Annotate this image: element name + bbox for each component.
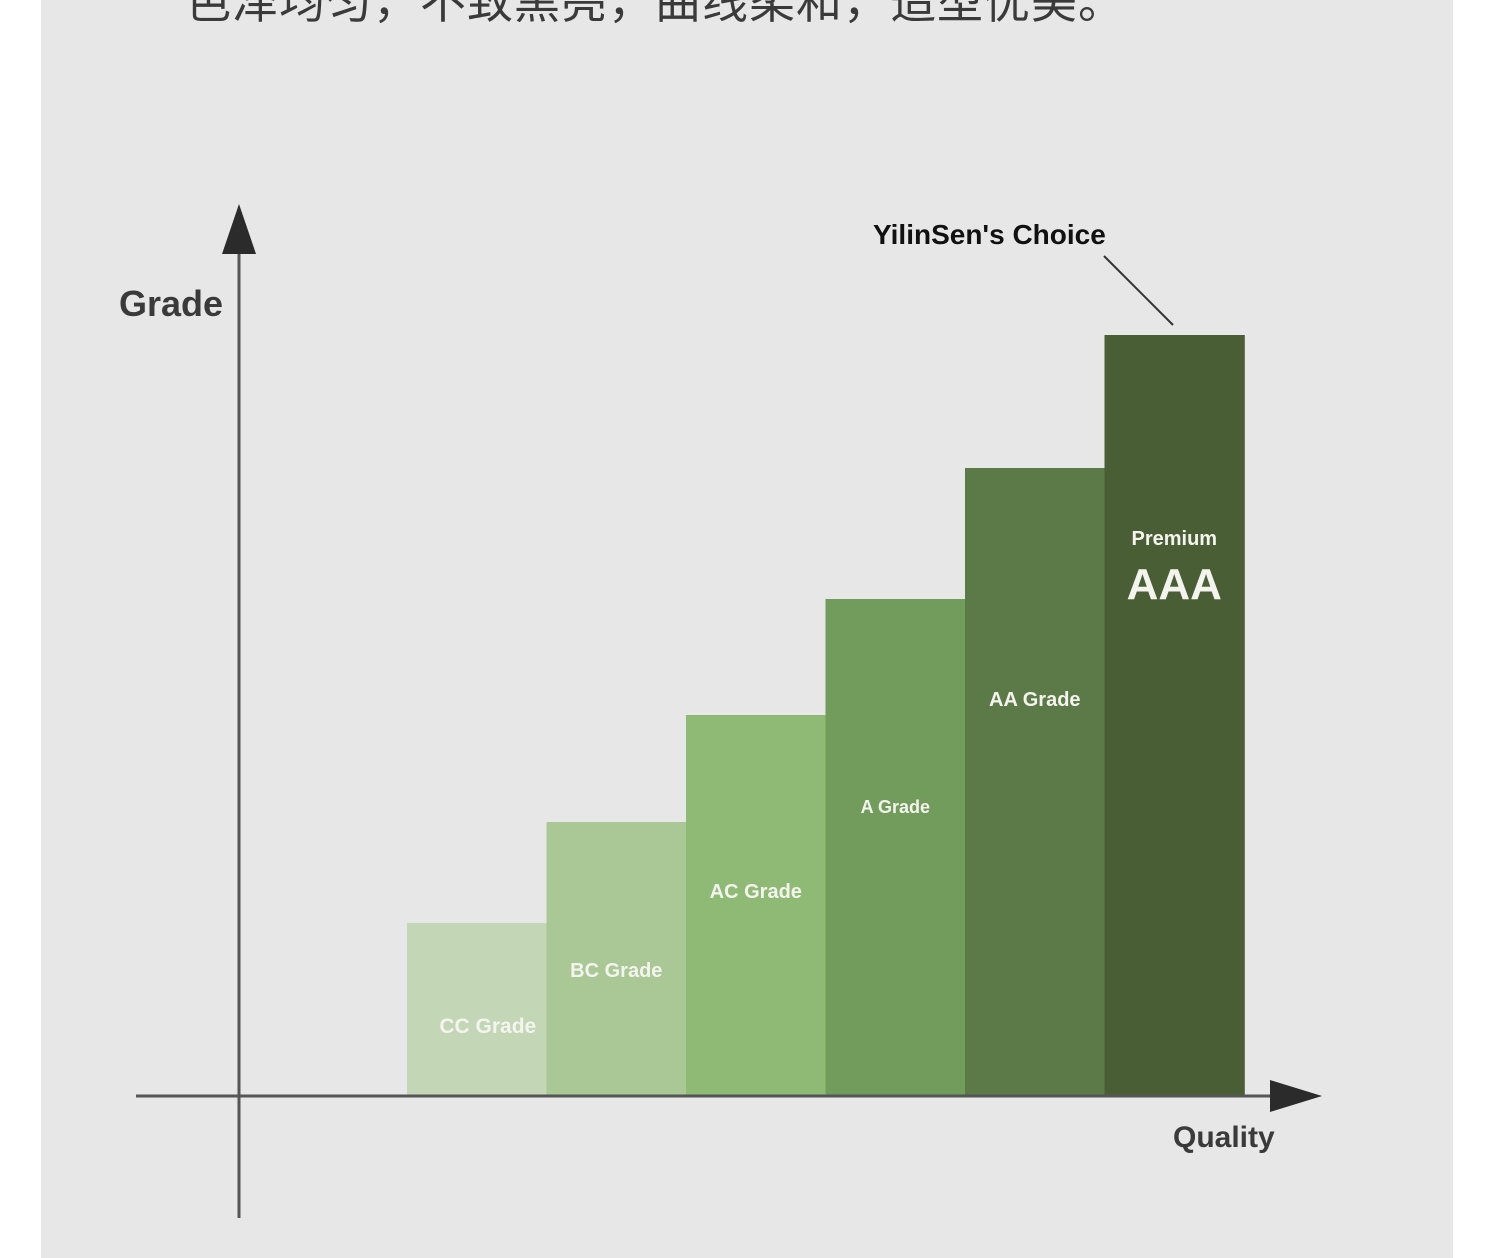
x-axis-arrow — [1270, 1080, 1322, 1112]
bar-label: BC Grade — [570, 960, 662, 982]
bar-ac-grade — [686, 715, 827, 1095]
bar-label: AC Grade — [710, 881, 802, 903]
bar-cc-grade — [407, 923, 548, 1095]
y-axis-arrow — [222, 204, 256, 254]
x-axis-title: Quality — [1173, 1121, 1275, 1154]
bar-label: A Grade — [861, 797, 930, 817]
bar-labels-layer: CC Grade BC Grade AC Grade A Grade AA Grade P… — [439, 528, 1222, 1038]
annotation-leader-line — [1103, 255, 1174, 326]
header-caption: 色泽均匀，不致黑亮，曲线柔和，造型优美。 — [185, 0, 1125, 29]
bar-a-grade — [825, 599, 966, 1095]
bar-bc-grade — [546, 822, 687, 1095]
annotation-label: YilinSen's Choice — [873, 219, 1106, 250]
y-axis-title: Grade — [119, 283, 223, 324]
bars-layer — [407, 335, 1245, 1095]
bar-aa-grade — [965, 468, 1106, 1095]
bar-label: CC Grade — [439, 1015, 536, 1038]
bar-label: Premium — [1132, 528, 1218, 550]
bar-premium — [1104, 335, 1245, 1095]
bar-label: AA Grade — [989, 689, 1081, 711]
bar-sublabel: AAA — [1127, 560, 1222, 609]
